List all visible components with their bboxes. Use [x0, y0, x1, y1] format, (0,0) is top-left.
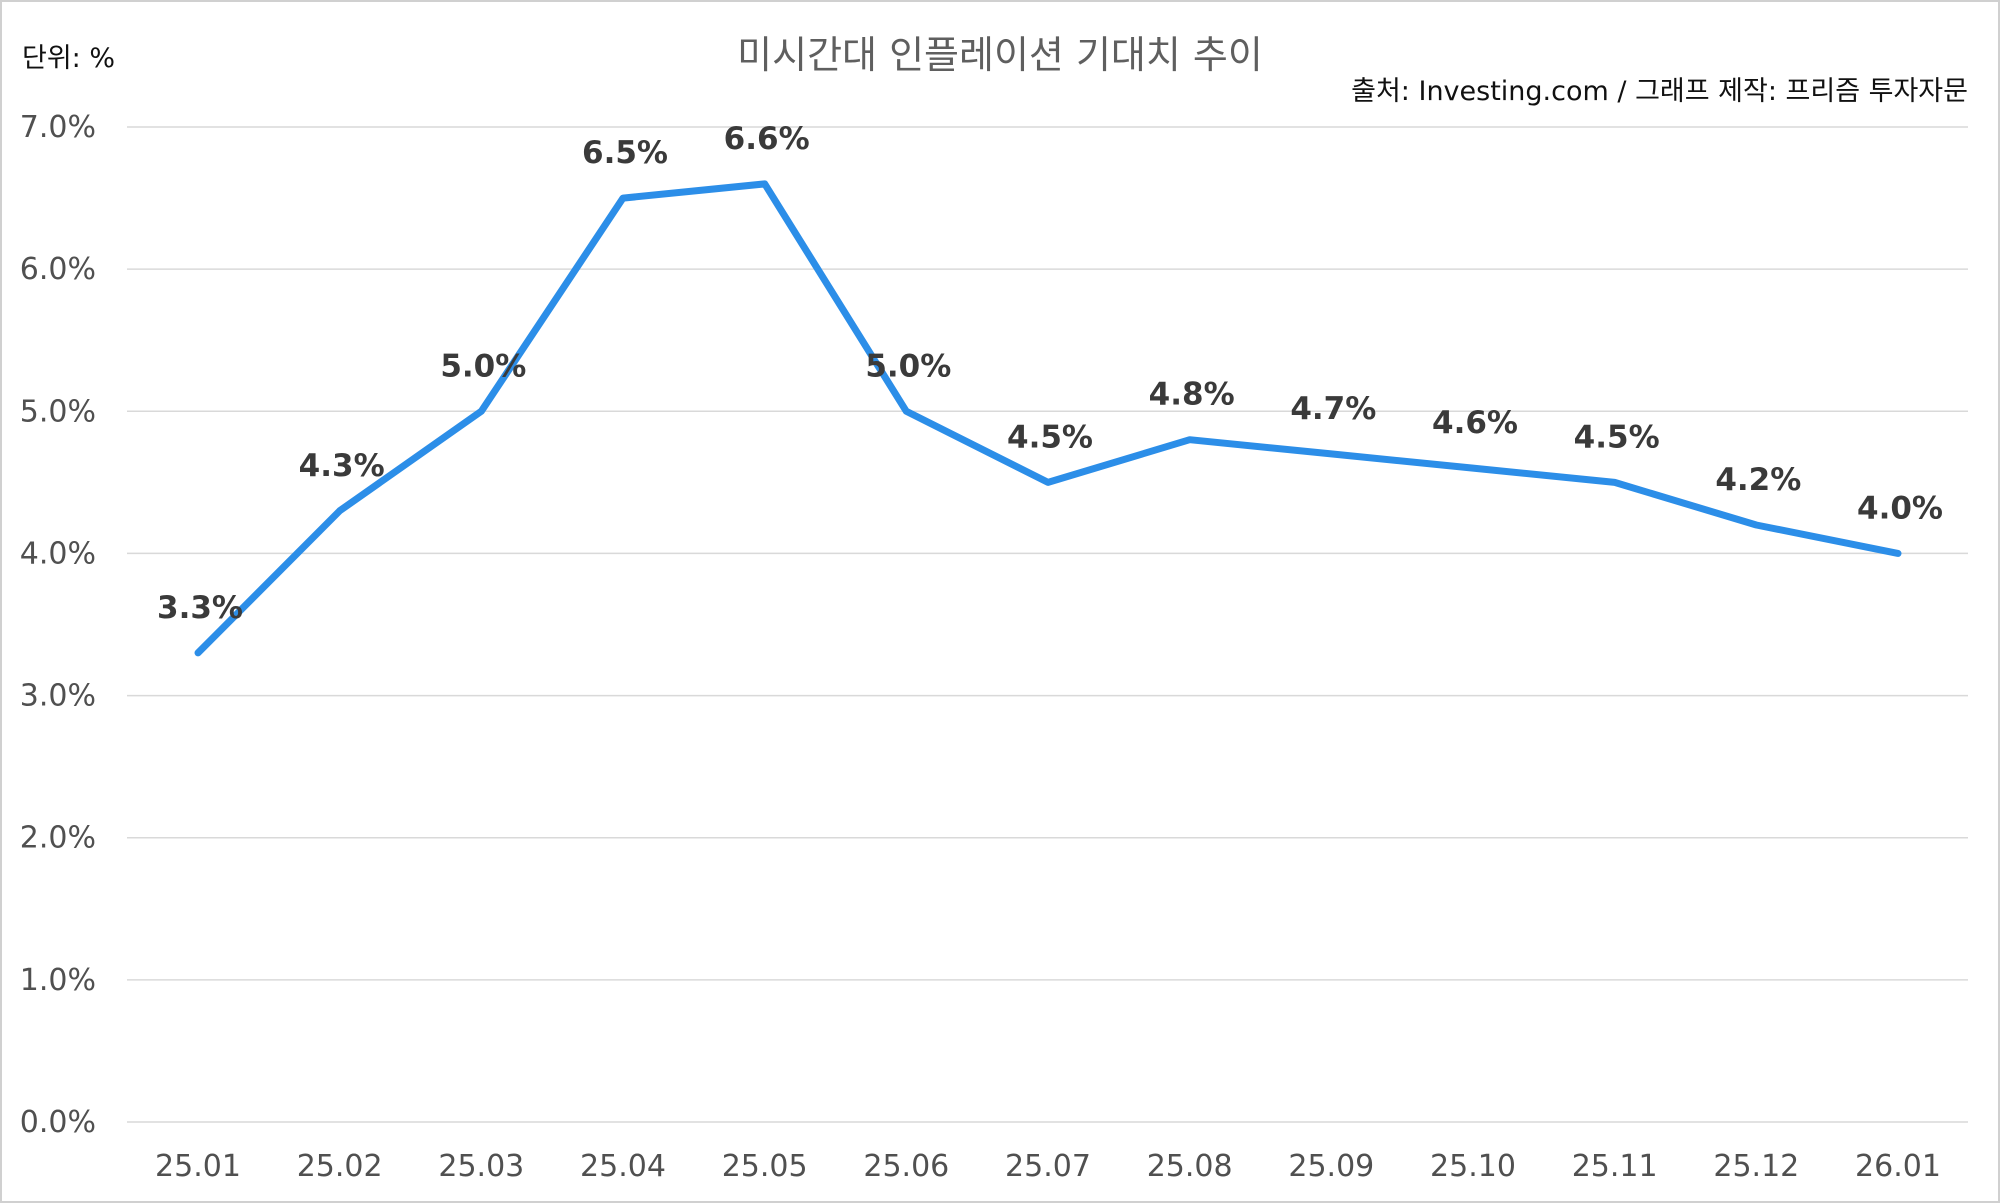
y-axis: 0.0% 1.0% 2.0% 3.0% 4.0% 5.0% 6.0% 7.0% [20, 110, 96, 1140]
x-tick-label: 25.07 [1005, 1149, 1091, 1184]
x-tick-label: 25.12 [1713, 1149, 1799, 1184]
source-label: 출처: Investing.com / 그래프 제작: 프리즘 투자자문 [1351, 76, 1968, 107]
data-label: 4.5% [1574, 419, 1660, 455]
x-tick-label: 25.08 [1147, 1149, 1233, 1184]
x-axis: 25.01 25.02 25.03 25.04 25.05 25.06 25.07 25.08… [155, 1149, 1941, 1184]
y-tick-label: 6.0% [20, 252, 96, 287]
data-label: 4.7% [1290, 391, 1376, 427]
data-label: 4.5% [1007, 419, 1093, 455]
x-tick-label: 25.03 [438, 1149, 524, 1184]
data-label: 4.6% [1432, 405, 1518, 441]
y-tick-label: 2.0% [20, 821, 96, 856]
x-tick-label: 25.10 [1430, 1149, 1516, 1184]
data-label: 3.3% [157, 590, 243, 626]
x-tick-label: 25.09 [1288, 1149, 1374, 1184]
x-tick-label: 25.04 [580, 1149, 666, 1184]
y-tick-label: 5.0% [20, 394, 96, 429]
x-tick-label: 25.11 [1572, 1149, 1658, 1184]
y-tick-label: 0.0% [20, 1105, 96, 1140]
series-lines [194, 180, 1902, 657]
gridlines [127, 126, 1968, 1123]
data-label: 4.8% [1149, 377, 1235, 413]
data-label: 5.0% [865, 348, 951, 384]
y-tick-label: 7.0% [20, 110, 96, 145]
y-tick-label: 1.0% [20, 963, 96, 998]
data-label: 6.5% [582, 135, 668, 171]
x-tick-label: 25.01 [155, 1149, 241, 1184]
data-label: 4.2% [1715, 462, 1801, 498]
data-label: 4.0% [1857, 490, 1943, 526]
x-tick-label: 25.05 [722, 1149, 808, 1184]
data-labels: 3.3% 4.3% 5.0% 6.5% 6.6% 5.0% 4.5% 4.8% 4.7% 4.6%… [157, 121, 1943, 626]
x-tick-label: 25.02 [297, 1149, 383, 1184]
data-label: 6.6% [724, 121, 810, 157]
data-label: 5.0% [440, 348, 526, 384]
y-tick-label: 3.0% [20, 679, 96, 714]
series-line [194, 180, 1902, 657]
y-tick-label: 4.0% [20, 536, 96, 571]
data-label: 4.3% [299, 448, 385, 484]
unit-label: 단위: % [22, 43, 115, 74]
x-tick-label: 26.01 [1855, 1149, 1941, 1184]
x-tick-label: 25.06 [863, 1149, 949, 1184]
chart-title: 미시간대 인플레이션 기대치 추이 [737, 33, 1263, 77]
